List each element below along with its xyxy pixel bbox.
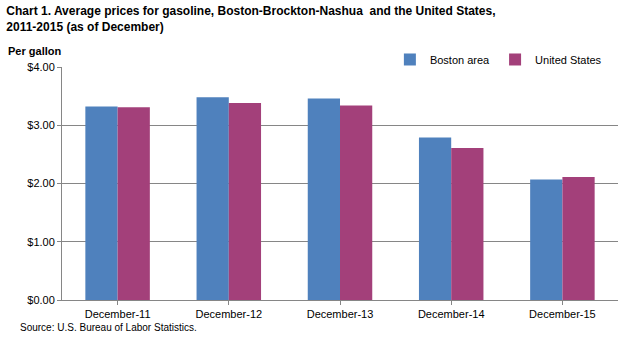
svg-text:$2.00: $2.00 (27, 177, 55, 189)
svg-text:$3.00: $3.00 (27, 119, 55, 131)
svg-text:Per gallon: Per gallon (8, 45, 61, 57)
svg-text:December-11: December-11 (85, 308, 151, 320)
svg-text:$0.00: $0.00 (27, 294, 55, 306)
svg-text:December-15: December-15 (529, 308, 596, 320)
svg-text:December-13: December-13 (307, 308, 374, 320)
svg-text:$4.00: $4.00 (27, 61, 55, 73)
svg-text:United States: United States (535, 54, 602, 66)
svg-text:Source: U.S. Bureau of Labor S: Source: U.S. Bureau of Labor Statistics. (20, 322, 197, 333)
svg-text:$1.00: $1.00 (27, 236, 55, 248)
svg-text:Chart 1. Average prices for ga: Chart 1. Average prices for gasoline, Bo… (6, 4, 495, 34)
svg-text:December-12: December-12 (195, 308, 262, 320)
svg-text:Boston area: Boston area (430, 54, 490, 66)
svg-text:December-14: December-14 (418, 308, 485, 320)
